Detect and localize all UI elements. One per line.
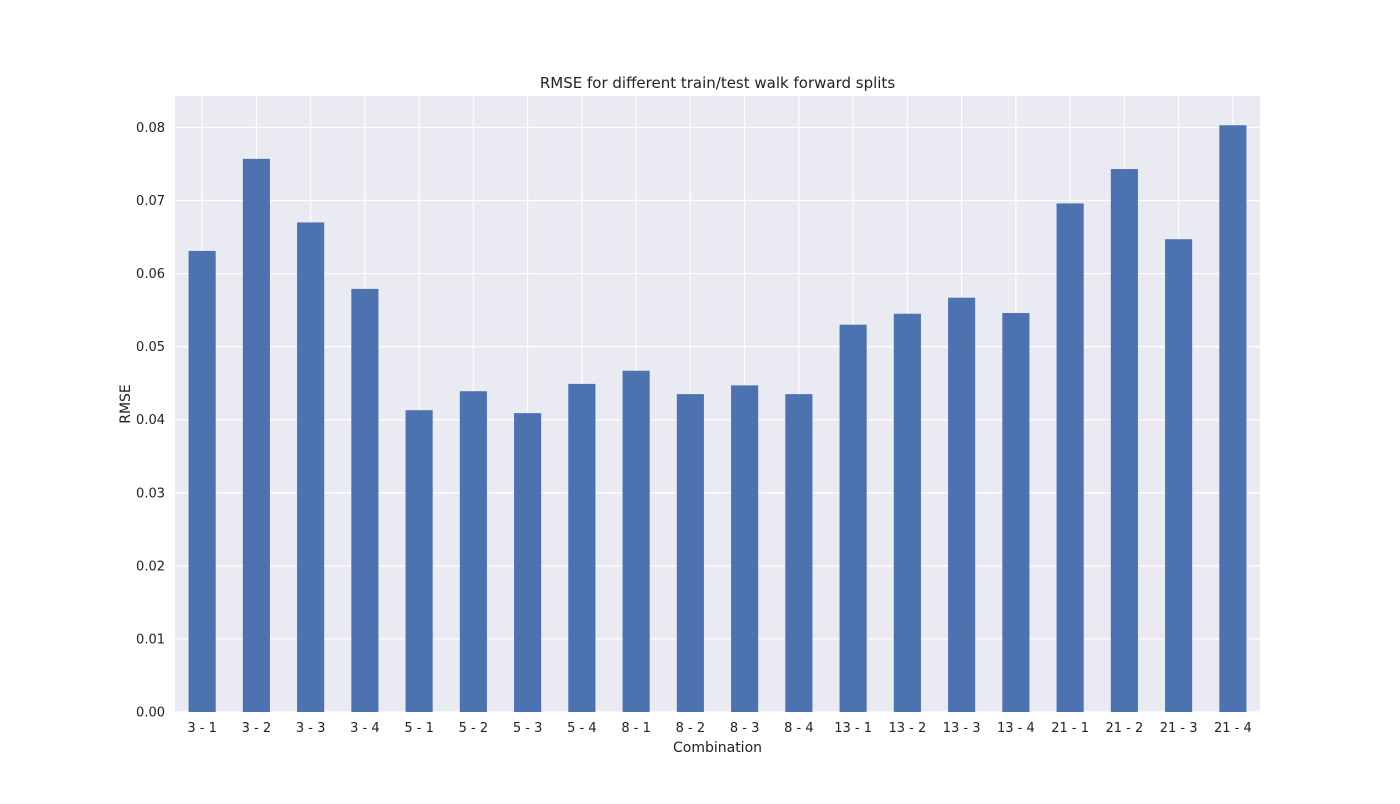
bar	[1002, 313, 1030, 712]
x-tick-label: 5 - 4	[567, 721, 597, 736]
x-tick-label: 13 - 4	[997, 721, 1035, 736]
bar	[893, 313, 921, 712]
bar	[948, 297, 976, 712]
bars	[188, 125, 1247, 713]
bar	[1110, 169, 1138, 712]
bar	[242, 158, 270, 712]
x-tick-label: 21 - 4	[1214, 721, 1252, 736]
bar	[405, 410, 433, 712]
bar	[459, 391, 487, 712]
bar	[514, 413, 542, 712]
x-axis-ticks: 3 - 1 3 - 2 3 - 3 3 - 4 5 - 1 5 - 2 5 - 3 5 - 4…	[187, 721, 1251, 736]
y-tick-label: 0.08	[136, 121, 165, 136]
bar	[297, 222, 325, 713]
x-tick-label: 3 - 2	[242, 721, 272, 736]
x-tick-label: 8 - 1	[621, 721, 651, 736]
x-tick-label: 21 - 2	[1105, 721, 1143, 736]
bar	[839, 324, 867, 712]
y-tick-label: 0.07	[136, 194, 165, 209]
bar	[676, 394, 704, 712]
bar	[188, 250, 216, 713]
x-tick-label: 8 - 4	[784, 721, 814, 736]
y-tick-label: 0.02	[136, 559, 165, 574]
bar	[1165, 239, 1193, 712]
plot-area	[175, 96, 1260, 712]
x-tick-label: 5 - 3	[513, 721, 543, 736]
y-tick-label: 0.05	[136, 340, 165, 355]
x-tick-label: 8 - 2	[676, 721, 706, 736]
chart-title: RMSE for different train/test walk forwa…	[540, 74, 895, 92]
y-axis-ticks: 0.00 0.01 0.02 0.03 0.04 0.05 0.06 0.07 0.08	[136, 121, 165, 721]
x-tick-label: 3 - 1	[187, 721, 217, 736]
y-tick-label: 0.01	[136, 632, 165, 647]
x-tick-label: 21 - 1	[1051, 721, 1089, 736]
x-tick-label: 5 - 2	[459, 721, 489, 736]
x-tick-label: 21 - 3	[1160, 721, 1198, 736]
y-tick-label: 0.04	[136, 413, 165, 428]
x-tick-label: 13 - 1	[834, 721, 872, 736]
x-tick-label: 8 - 3	[730, 721, 760, 736]
x-tick-label: 3 - 3	[296, 721, 326, 736]
x-tick-label: 5 - 1	[404, 721, 434, 736]
x-tick-label: 13 - 3	[943, 721, 981, 736]
x-tick-label: 3 - 4	[350, 721, 380, 736]
bar	[622, 370, 650, 712]
bar	[731, 385, 759, 712]
y-tick-label: 0.00	[136, 706, 165, 721]
y-tick-label: 0.03	[136, 486, 165, 501]
bar	[1056, 203, 1084, 712]
y-tick-label: 0.06	[136, 267, 165, 282]
bar	[1219, 125, 1247, 712]
y-axis-label: RMSE	[118, 384, 134, 424]
bar	[785, 394, 813, 712]
x-axis-label: Combination	[673, 740, 762, 756]
x-tick-label: 13 - 2	[888, 721, 926, 736]
bar	[351, 288, 379, 712]
bar	[568, 383, 596, 712]
